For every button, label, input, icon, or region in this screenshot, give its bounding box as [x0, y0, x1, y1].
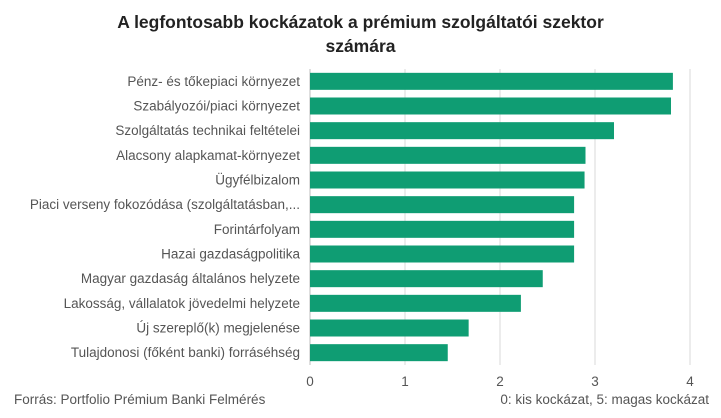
x-tick-label: 3 — [591, 374, 599, 389]
source-note: Forrás: Portfolio Prémium Banki Felmérés — [14, 392, 266, 407]
chart-title-line-1: A legfontosabb kockázatok a prémium szol… — [117, 12, 604, 32]
bar — [310, 171, 585, 189]
bar — [310, 97, 671, 115]
x-tick-label: 2 — [496, 374, 504, 389]
x-tick-label: 0 — [306, 374, 314, 389]
category-label: Ügyfélbizalom — [215, 173, 300, 188]
category-label: Hazai gazdaságpolitika — [161, 247, 300, 262]
bar — [310, 245, 575, 263]
category-label: Piaci verseny fokozódása (szolgáltatásba… — [30, 197, 300, 212]
bar — [310, 146, 586, 164]
category-label: Szolgáltatás technikai feltételei — [115, 123, 300, 138]
scale-note: 0: kis kockázat, 5: magas kockázat — [500, 392, 709, 407]
chart-title: A legfontosabb kockázatok a prémium szol… — [0, 10, 721, 58]
bar — [310, 220, 575, 238]
category-label: Forintárfolyam — [214, 222, 300, 237]
x-tick-label: 4 — [686, 374, 694, 389]
chart-title-line-2: számára — [325, 36, 396, 56]
category-label: Magyar gazdaság általános helyzete — [81, 271, 300, 286]
x-tick-label: 1 — [401, 374, 409, 389]
category-label: Alacsony alapkamat-környezet — [116, 148, 300, 163]
bar — [310, 294, 521, 312]
category-label: Lakosság, vállalatok jövedelmi helyzete — [64, 296, 300, 311]
category-label: Új szereplő(k) megjelenése — [136, 321, 300, 336]
category-label: Szabályozói/piaci környezet — [133, 99, 300, 114]
bar — [310, 196, 575, 214]
category-label: Tulajdonosi (főként banki) forráséhség — [71, 345, 300, 360]
bar — [310, 122, 614, 140]
category-label: Pénz- és tőkepiaci környezet — [127, 74, 300, 89]
bar — [310, 270, 543, 288]
bar — [310, 72, 673, 90]
bar — [310, 319, 469, 337]
bar — [310, 344, 448, 362]
